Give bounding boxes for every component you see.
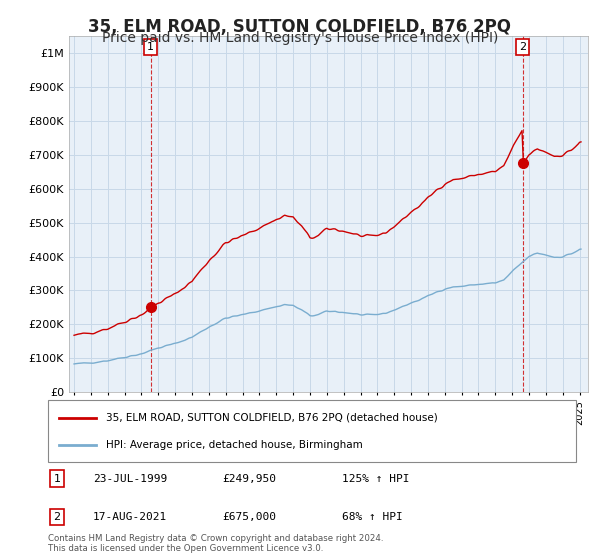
- Text: 2: 2: [53, 512, 61, 522]
- Text: 35, ELM ROAD, SUTTON COLDFIELD, B76 2PQ (detached house): 35, ELM ROAD, SUTTON COLDFIELD, B76 2PQ …: [106, 413, 438, 423]
- Text: 23-JUL-1999: 23-JUL-1999: [93, 474, 167, 484]
- Text: £249,950: £249,950: [222, 474, 276, 484]
- Text: 68% ↑ HPI: 68% ↑ HPI: [342, 512, 403, 522]
- Text: Price paid vs. HM Land Registry's House Price Index (HPI): Price paid vs. HM Land Registry's House …: [102, 31, 498, 45]
- Text: £675,000: £675,000: [222, 512, 276, 522]
- Text: Contains HM Land Registry data © Crown copyright and database right 2024.
This d: Contains HM Land Registry data © Crown c…: [48, 534, 383, 553]
- Text: 1: 1: [53, 474, 61, 484]
- FancyBboxPatch shape: [48, 400, 576, 462]
- Text: 1: 1: [147, 42, 154, 52]
- Text: 17-AUG-2021: 17-AUG-2021: [93, 512, 167, 522]
- Text: 35, ELM ROAD, SUTTON COLDFIELD, B76 2PQ: 35, ELM ROAD, SUTTON COLDFIELD, B76 2PQ: [89, 18, 511, 36]
- Text: HPI: Average price, detached house, Birmingham: HPI: Average price, detached house, Birm…: [106, 440, 363, 450]
- Text: 2: 2: [519, 42, 526, 52]
- Text: 125% ↑ HPI: 125% ↑ HPI: [342, 474, 409, 484]
